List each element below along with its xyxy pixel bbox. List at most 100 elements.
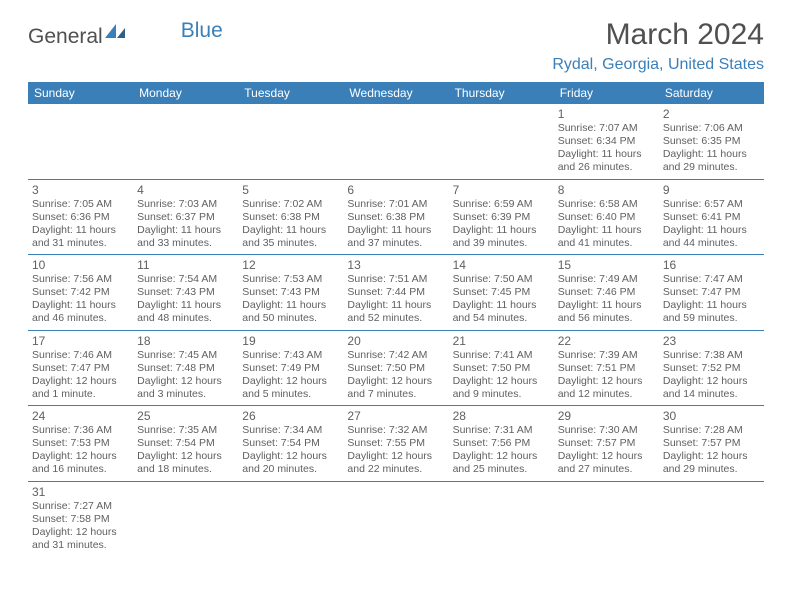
calendar-empty-cell xyxy=(449,481,554,556)
day-info: Sunrise: 7:03 AMSunset: 6:37 PMDaylight:… xyxy=(137,198,234,251)
day-number: 26 xyxy=(242,409,339,423)
calendar-day-cell: 30Sunrise: 7:28 AMSunset: 7:57 PMDayligh… xyxy=(659,406,764,482)
calendar-day-cell: 3Sunrise: 7:05 AMSunset: 6:36 PMDaylight… xyxy=(28,179,133,255)
day-number: 16 xyxy=(663,258,760,272)
day-number: 12 xyxy=(242,258,339,272)
day-info: Sunrise: 7:51 AMSunset: 7:44 PMDaylight:… xyxy=(347,273,444,326)
calendar-day-cell: 10Sunrise: 7:56 AMSunset: 7:42 PMDayligh… xyxy=(28,255,133,331)
calendar-day-cell: 11Sunrise: 7:54 AMSunset: 7:43 PMDayligh… xyxy=(133,255,238,331)
calendar-week-row: 10Sunrise: 7:56 AMSunset: 7:42 PMDayligh… xyxy=(28,255,764,331)
day-info: Sunrise: 7:54 AMSunset: 7:43 PMDaylight:… xyxy=(137,273,234,326)
day-number: 30 xyxy=(663,409,760,423)
day-number: 1 xyxy=(558,107,655,121)
day-info: Sunrise: 7:43 AMSunset: 7:49 PMDaylight:… xyxy=(242,349,339,402)
calendar-body: 1Sunrise: 7:07 AMSunset: 6:34 PMDaylight… xyxy=(28,104,764,556)
calendar-header-row: SundayMondayTuesdayWednesdayThursdayFrid… xyxy=(28,82,764,104)
day-info: Sunrise: 7:01 AMSunset: 6:38 PMDaylight:… xyxy=(347,198,444,251)
day-info: Sunrise: 7:41 AMSunset: 7:50 PMDaylight:… xyxy=(453,349,550,402)
day-info: Sunrise: 7:45 AMSunset: 7:48 PMDaylight:… xyxy=(137,349,234,402)
day-number: 28 xyxy=(453,409,550,423)
day-info: Sunrise: 7:31 AMSunset: 7:56 PMDaylight:… xyxy=(453,424,550,477)
day-number: 18 xyxy=(137,334,234,348)
calendar-empty-cell xyxy=(238,481,343,556)
day-number: 13 xyxy=(347,258,444,272)
day-info: Sunrise: 6:58 AMSunset: 6:40 PMDaylight:… xyxy=(558,198,655,251)
calendar-empty-cell xyxy=(659,481,764,556)
weekday-header: Monday xyxy=(133,82,238,104)
calendar-day-cell: 7Sunrise: 6:59 AMSunset: 6:39 PMDaylight… xyxy=(449,179,554,255)
calendar-day-cell: 4Sunrise: 7:03 AMSunset: 6:37 PMDaylight… xyxy=(133,179,238,255)
day-number: 27 xyxy=(347,409,444,423)
day-info: Sunrise: 7:46 AMSunset: 7:47 PMDaylight:… xyxy=(32,349,129,402)
day-info: Sunrise: 7:38 AMSunset: 7:52 PMDaylight:… xyxy=(663,349,760,402)
calendar-week-row: 3Sunrise: 7:05 AMSunset: 6:36 PMDaylight… xyxy=(28,179,764,255)
day-info: Sunrise: 7:39 AMSunset: 7:51 PMDaylight:… xyxy=(558,349,655,402)
day-number: 11 xyxy=(137,258,234,272)
day-number: 15 xyxy=(558,258,655,272)
calendar-day-cell: 24Sunrise: 7:36 AMSunset: 7:53 PMDayligh… xyxy=(28,406,133,482)
weekday-header: Friday xyxy=(554,82,659,104)
calendar-page: General Blue March 2024 Rydal, Georgia, … xyxy=(0,0,792,574)
calendar-week-row: 17Sunrise: 7:46 AMSunset: 7:47 PMDayligh… xyxy=(28,330,764,406)
day-number: 8 xyxy=(558,183,655,197)
calendar-day-cell: 29Sunrise: 7:30 AMSunset: 7:57 PMDayligh… xyxy=(554,406,659,482)
calendar-day-cell: 1Sunrise: 7:07 AMSunset: 6:34 PMDaylight… xyxy=(554,104,659,179)
calendar-week-row: 31Sunrise: 7:27 AMSunset: 7:58 PMDayligh… xyxy=(28,481,764,556)
calendar-day-cell: 6Sunrise: 7:01 AMSunset: 6:38 PMDaylight… xyxy=(343,179,448,255)
day-number: 2 xyxy=(663,107,760,121)
day-info: Sunrise: 7:56 AMSunset: 7:42 PMDaylight:… xyxy=(32,273,129,326)
calendar-day-cell: 26Sunrise: 7:34 AMSunset: 7:54 PMDayligh… xyxy=(238,406,343,482)
day-number: 3 xyxy=(32,183,129,197)
weekday-header: Sunday xyxy=(28,82,133,104)
calendar-day-cell: 25Sunrise: 7:35 AMSunset: 7:54 PMDayligh… xyxy=(133,406,238,482)
day-number: 24 xyxy=(32,409,129,423)
day-info: Sunrise: 7:06 AMSunset: 6:35 PMDaylight:… xyxy=(663,122,760,175)
day-info: Sunrise: 7:34 AMSunset: 7:54 PMDaylight:… xyxy=(242,424,339,477)
header: General Blue March 2024 Rydal, Georgia, … xyxy=(28,18,764,74)
calendar-empty-cell xyxy=(449,104,554,179)
calendar-day-cell: 16Sunrise: 7:47 AMSunset: 7:47 PMDayligh… xyxy=(659,255,764,331)
calendar-day-cell: 22Sunrise: 7:39 AMSunset: 7:51 PMDayligh… xyxy=(554,330,659,406)
weekday-header: Saturday xyxy=(659,82,764,104)
day-number: 19 xyxy=(242,334,339,348)
day-number: 25 xyxy=(137,409,234,423)
day-info: Sunrise: 7:32 AMSunset: 7:55 PMDaylight:… xyxy=(347,424,444,477)
day-number: 17 xyxy=(32,334,129,348)
day-number: 31 xyxy=(32,485,129,499)
day-info: Sunrise: 7:07 AMSunset: 6:34 PMDaylight:… xyxy=(558,122,655,175)
calendar-day-cell: 13Sunrise: 7:51 AMSunset: 7:44 PMDayligh… xyxy=(343,255,448,331)
calendar-day-cell: 19Sunrise: 7:43 AMSunset: 7:49 PMDayligh… xyxy=(238,330,343,406)
weekday-header: Thursday xyxy=(449,82,554,104)
calendar-day-cell: 15Sunrise: 7:49 AMSunset: 7:46 PMDayligh… xyxy=(554,255,659,331)
calendar-day-cell: 21Sunrise: 7:41 AMSunset: 7:50 PMDayligh… xyxy=(449,330,554,406)
calendar-day-cell: 12Sunrise: 7:53 AMSunset: 7:43 PMDayligh… xyxy=(238,255,343,331)
logo-text-1: General xyxy=(28,25,103,49)
calendar-day-cell: 31Sunrise: 7:27 AMSunset: 7:58 PMDayligh… xyxy=(28,481,133,556)
day-info: Sunrise: 7:30 AMSunset: 7:57 PMDaylight:… xyxy=(558,424,655,477)
calendar-day-cell: 2Sunrise: 7:06 AMSunset: 6:35 PMDaylight… xyxy=(659,104,764,179)
day-info: Sunrise: 7:50 AMSunset: 7:45 PMDaylight:… xyxy=(453,273,550,326)
day-number: 5 xyxy=(242,183,339,197)
calendar-day-cell: 5Sunrise: 7:02 AMSunset: 6:38 PMDaylight… xyxy=(238,179,343,255)
calendar-week-row: 24Sunrise: 7:36 AMSunset: 7:53 PMDayligh… xyxy=(28,406,764,482)
month-title: March 2024 xyxy=(552,18,764,52)
day-info: Sunrise: 7:36 AMSunset: 7:53 PMDaylight:… xyxy=(32,424,129,477)
day-info: Sunrise: 6:59 AMSunset: 6:39 PMDaylight:… xyxy=(453,198,550,251)
location: Rydal, Georgia, United States xyxy=(552,56,764,74)
day-info: Sunrise: 7:35 AMSunset: 7:54 PMDaylight:… xyxy=(137,424,234,477)
calendar-day-cell: 28Sunrise: 7:31 AMSunset: 7:56 PMDayligh… xyxy=(449,406,554,482)
calendar-day-cell: 18Sunrise: 7:45 AMSunset: 7:48 PMDayligh… xyxy=(133,330,238,406)
day-number: 10 xyxy=(32,258,129,272)
weekday-header: Wednesday xyxy=(343,82,448,104)
day-info: Sunrise: 7:02 AMSunset: 6:38 PMDaylight:… xyxy=(242,198,339,251)
day-info: Sunrise: 7:53 AMSunset: 7:43 PMDaylight:… xyxy=(242,273,339,326)
calendar-day-cell: 20Sunrise: 7:42 AMSunset: 7:50 PMDayligh… xyxy=(343,330,448,406)
day-number: 22 xyxy=(558,334,655,348)
calendar-empty-cell xyxy=(133,481,238,556)
calendar-day-cell: 17Sunrise: 7:46 AMSunset: 7:47 PMDayligh… xyxy=(28,330,133,406)
calendar-empty-cell xyxy=(554,481,659,556)
day-number: 4 xyxy=(137,183,234,197)
calendar-day-cell: 14Sunrise: 7:50 AMSunset: 7:45 PMDayligh… xyxy=(449,255,554,331)
calendar-empty-cell xyxy=(343,104,448,179)
calendar-day-cell: 23Sunrise: 7:38 AMSunset: 7:52 PMDayligh… xyxy=(659,330,764,406)
